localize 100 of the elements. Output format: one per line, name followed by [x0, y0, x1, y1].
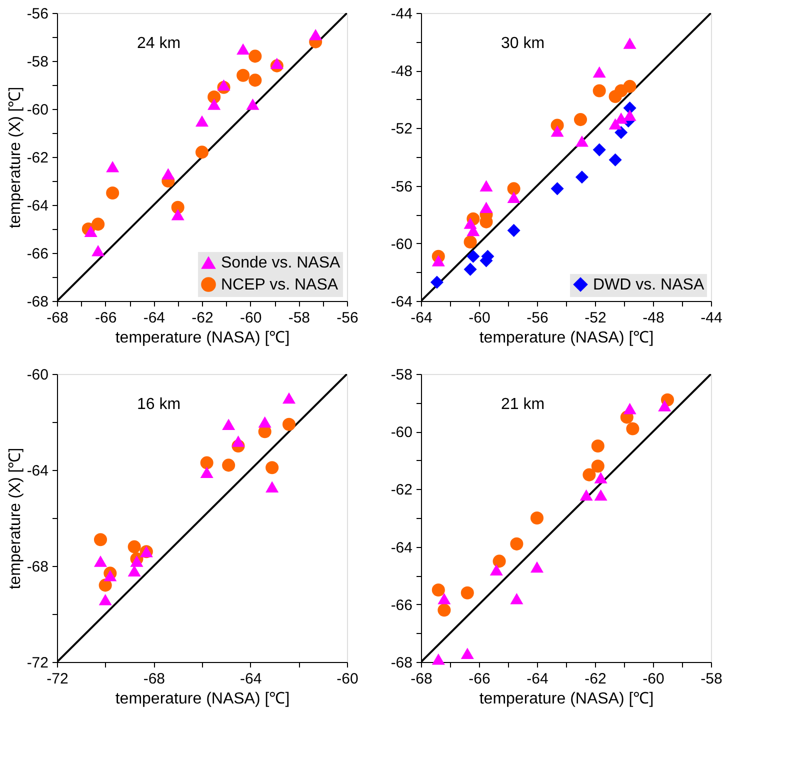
- point: [171, 208, 184, 220]
- y-tick-label: -64: [26, 198, 48, 214]
- point: [171, 200, 184, 214]
- point: [464, 262, 477, 276]
- point: [591, 439, 604, 453]
- point: [98, 594, 112, 606]
- point: [258, 416, 272, 428]
- x-axis-title: temperature (NASA) [℃]: [479, 330, 654, 346]
- y-tick-label: -60: [390, 424, 412, 442]
- y-axis-title: temperature (X) [℃]: [6, 448, 24, 590]
- point: [592, 66, 606, 78]
- y-tick-label: -62: [26, 150, 48, 166]
- point: [623, 80, 636, 93]
- point: [480, 180, 493, 192]
- annotation: 21 km: [501, 396, 545, 413]
- point: [658, 400, 672, 412]
- y-axis-title: temperature (X) [℃]: [6, 86, 24, 228]
- x-tick-label: -60: [336, 670, 358, 688]
- x-tick-label: -64: [410, 310, 432, 326]
- point: [466, 250, 480, 263]
- point: [270, 58, 284, 70]
- point: [591, 460, 604, 473]
- point: [246, 98, 260, 110]
- x-tick-label: -64: [526, 670, 548, 688]
- point: [550, 125, 564, 137]
- point: [582, 468, 596, 482]
- legend-label: Sonde vs. NASA: [221, 254, 340, 272]
- point: [200, 456, 214, 470]
- y-tick-label: -58: [26, 54, 48, 70]
- y-tick-label: -66: [26, 246, 48, 262]
- point: [432, 583, 445, 597]
- x-tick-label: -58: [700, 670, 722, 688]
- point: [480, 202, 493, 214]
- point: [104, 570, 117, 582]
- point: [460, 586, 474, 600]
- point: [510, 592, 524, 604]
- y-tick-label: -66: [390, 596, 412, 614]
- y-tick-label: -44: [390, 6, 412, 22]
- y-tick-label: -56: [26, 6, 48, 22]
- point: [507, 192, 520, 203]
- point: [432, 653, 445, 665]
- x-tick-label: -60: [468, 310, 490, 326]
- point: [575, 136, 588, 147]
- point: [309, 28, 322, 40]
- legend-label: DWD vs. NASA: [593, 276, 704, 294]
- x-tick-label: -62: [192, 310, 214, 326]
- x-tick-label: -64: [143, 310, 166, 326]
- point: [195, 115, 209, 127]
- point: [614, 126, 628, 140]
- point: [510, 537, 524, 550]
- point: [266, 481, 279, 492]
- point: [282, 418, 296, 431]
- y-tick-label: -64: [390, 294, 412, 310]
- y-tick-label: -64: [390, 539, 412, 556]
- point: [530, 561, 544, 573]
- point: [626, 422, 640, 436]
- point: [623, 402, 636, 414]
- y-tick-label: -68: [26, 294, 48, 310]
- x-tick-label: -56: [526, 310, 548, 326]
- point: [128, 565, 141, 576]
- point: [106, 160, 120, 172]
- point: [507, 224, 520, 237]
- y-tick-label: -68: [390, 654, 412, 672]
- point: [130, 556, 144, 567]
- x-tick-label: -66: [94, 310, 117, 326]
- y-tick-label: -62: [390, 482, 412, 499]
- point: [222, 418, 236, 430]
- x-tick-label: -66: [468, 670, 490, 688]
- point: [236, 68, 250, 82]
- x-tick-label: -68: [143, 670, 166, 688]
- x-tick-label: -68: [410, 670, 432, 688]
- point: [200, 466, 214, 478]
- x-tick-label: -56: [336, 310, 358, 326]
- y-tick-label: -60: [390, 236, 412, 253]
- y-tick-label: -48: [390, 63, 412, 80]
- legend-label: NCEP vs. NASA: [221, 276, 338, 294]
- annotation: 30 km: [501, 35, 545, 52]
- point: [236, 43, 250, 55]
- point: [232, 436, 245, 447]
- x-tick-label: -44: [700, 310, 722, 326]
- point: [266, 461, 279, 474]
- point: [248, 50, 262, 63]
- point: [222, 458, 236, 472]
- annotation: 16 km: [137, 396, 181, 413]
- point: [430, 276, 444, 289]
- x-tick-label: -52: [584, 310, 606, 326]
- point: [592, 143, 606, 156]
- point: [217, 79, 230, 91]
- point: [195, 146, 209, 159]
- x-tick-label: -64: [240, 670, 262, 688]
- x-tick-label: -68: [46, 310, 68, 326]
- point: [162, 168, 175, 180]
- point: [550, 182, 564, 196]
- point: [492, 554, 506, 568]
- point: [608, 153, 622, 166]
- x-tick-label: -72: [46, 670, 68, 688]
- point: [614, 112, 628, 124]
- x-tick-label: -60: [642, 670, 664, 688]
- point: [490, 564, 503, 576]
- x-axis-title: temperature (NASA) [℃]: [115, 330, 290, 346]
